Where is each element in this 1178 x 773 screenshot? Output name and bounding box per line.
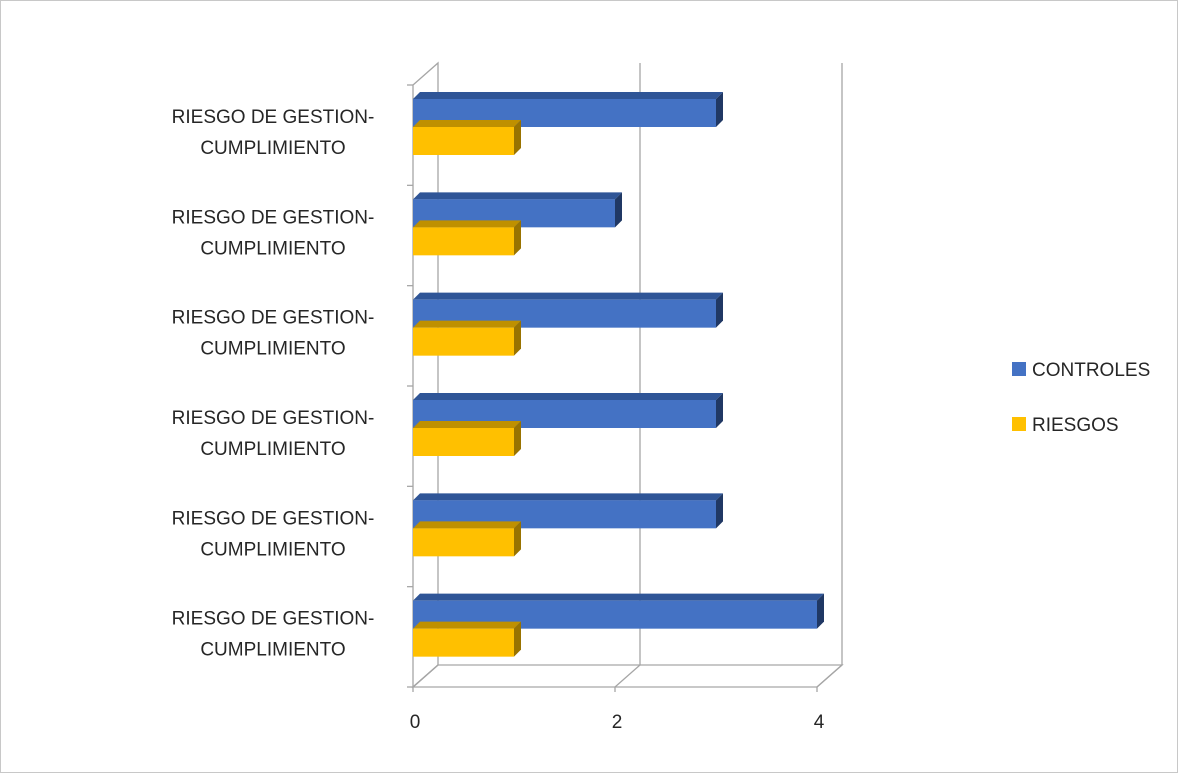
- category-label: RIESGO DE GESTION- CUMPLIMIENTO: [172, 207, 375, 259]
- x-tick-label: 2: [612, 712, 623, 733]
- bar-top-face: [413, 292, 723, 300]
- x-tick-label: 4: [814, 712, 825, 733]
- x-tick-label: 0: [410, 712, 421, 733]
- legend: CONTROLES RIESGOS: [1012, 360, 1150, 436]
- bar-top-face: [413, 192, 622, 200]
- bar-side-face: [716, 393, 723, 428]
- bar-front-face: [413, 528, 514, 557]
- category-label-line: CUMPLIMIENTO: [200, 539, 345, 560]
- bar-front-face: [413, 428, 514, 456]
- bar-side-face: [615, 192, 622, 228]
- category-label-line: CUMPLIMIENTO: [200, 339, 345, 360]
- bar-front-face: [413, 327, 514, 356]
- riesgos-bar: [413, 421, 521, 456]
- category-label: RIESGO DE GESTION- CUMPLIMIENTO: [172, 408, 375, 460]
- riesgos-bar: [413, 220, 521, 256]
- bar-front-face: [413, 227, 514, 256]
- riesgos-bar: [413, 521, 521, 557]
- x-axis-ticks: 0 2 4: [410, 712, 825, 733]
- bar-top-face: [413, 521, 521, 529]
- bar-top-face: [413, 320, 521, 328]
- bar-top-face: [413, 621, 521, 629]
- category-label: RIESGO DE GESTION- CUMPLIMIENTO: [172, 508, 375, 560]
- riesgos-bar: [413, 320, 521, 356]
- bar-side-face: [716, 92, 723, 127]
- category-label-line: RIESGO DE GESTION-: [172, 408, 375, 429]
- category-label-line: RIESGO DE GESTION-: [172, 107, 375, 128]
- bar-side-face: [817, 593, 824, 629]
- category-label-line: CUMPLIMIENTO: [200, 138, 345, 159]
- bar-side-face: [514, 521, 521, 557]
- bar-top-face: [413, 421, 521, 428]
- legend-swatch: [1012, 362, 1026, 376]
- bar-top-face: [413, 593, 824, 601]
- chart-walls: [407, 61, 844, 692]
- category-label-line: CUMPLIMIENTO: [200, 238, 345, 259]
- bar-front-face: [413, 127, 514, 155]
- bar-side-face: [716, 292, 723, 328]
- chart-bars: [413, 92, 824, 657]
- floor-gridline: [412, 664, 439, 688]
- bar-top-face: [413, 393, 723, 400]
- category-label-line: CUMPLIMIENTO: [200, 640, 345, 661]
- riesgos-bar: [413, 120, 521, 155]
- floor-gridline: [816, 664, 843, 688]
- legend-label: RIESGOS: [1032, 415, 1119, 436]
- bar-top-face: [413, 120, 521, 127]
- bar-side-face: [514, 220, 521, 256]
- bar-front-face: [413, 628, 514, 657]
- category-label-line: RIESGO DE GESTION-: [172, 508, 375, 529]
- controles-bar: [413, 493, 723, 529]
- category-label-line: RIESGO DE GESTION-: [172, 609, 375, 630]
- floor-gridline: [614, 664, 641, 688]
- category-label: RIESGO DE GESTION- CUMPLIMIENTO: [172, 609, 375, 661]
- category-label-line: RIESGO DE GESTION-: [172, 308, 375, 329]
- bar-side-face: [716, 493, 723, 529]
- legend-swatch: [1012, 417, 1026, 431]
- bar-side-face: [514, 120, 521, 155]
- riesgos-bar: [413, 621, 521, 657]
- bar-top-face: [413, 493, 723, 501]
- left-wall: [412, 61, 439, 689]
- category-label: RIESGO DE GESTION- CUMPLIMIENTO: [172, 308, 375, 360]
- bar-top-face: [413, 220, 521, 228]
- bar-side-face: [514, 421, 521, 456]
- legend-label: CONTROLES: [1032, 360, 1150, 381]
- bar-side-face: [514, 621, 521, 657]
- category-label-line: CUMPLIMIENTO: [200, 439, 345, 460]
- bar-top-face: [413, 92, 723, 99]
- bar-side-face: [514, 320, 521, 356]
- category-label: RIESGO DE GESTION- CUMPLIMIENTO: [172, 107, 375, 159]
- category-label-line: RIESGO DE GESTION-: [172, 207, 375, 228]
